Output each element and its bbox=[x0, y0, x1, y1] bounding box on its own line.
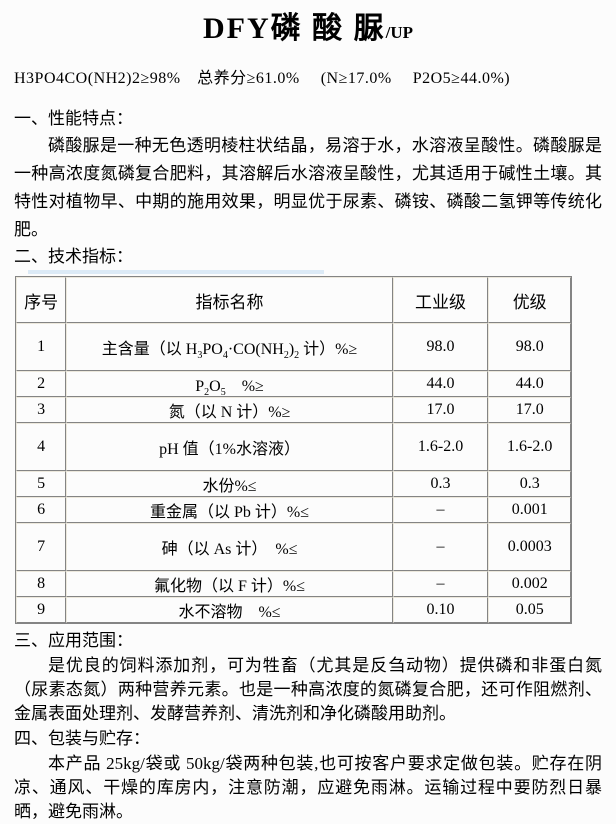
table-row: 3 氮（以 N 计）%≥ 17.0 17.0 bbox=[16, 397, 571, 423]
premium-grade-value: 0.001 bbox=[488, 497, 571, 523]
indicator-name: 砷（以 As 计） %≤ bbox=[66, 523, 393, 571]
title-suffix: /UP bbox=[385, 23, 414, 42]
section-1-heading: 一、性能特点： bbox=[14, 109, 133, 128]
col-header-premium: 优级 bbox=[488, 277, 571, 323]
col-header-industrial: 工业级 bbox=[392, 277, 489, 323]
row-serial-number: 8 bbox=[16, 571, 67, 597]
table-row: 5 水份%≤ 0.3 0.3 bbox=[16, 471, 571, 497]
row-serial-number: 9 bbox=[16, 597, 67, 623]
industrial-grade-value: 0.10 bbox=[392, 597, 489, 623]
industrial-grade-value: – bbox=[392, 571, 489, 597]
row-serial-number: 7 bbox=[16, 523, 67, 571]
indicator-name: 重金属（以 Pb 计）%≤ bbox=[66, 497, 393, 523]
document-page: DFY磷 酸 脲/UP H3PO4CO(NH2)2≥98% 总养分≥61.0% … bbox=[14, 8, 602, 821]
table-row: 2 P2O5 %≥ 44.0 44.0 bbox=[16, 371, 571, 397]
page-title: DFY磷 酸 脲/UP bbox=[14, 8, 602, 54]
table-row: 9 水不溶物 %≤ 0.10 0.05 bbox=[16, 597, 571, 623]
industrial-grade-value: 1.6-2.0 bbox=[392, 423, 489, 471]
premium-grade-value: 0.3 bbox=[488, 471, 571, 497]
indicator-name: 氟化物（以 F 计）%≤ bbox=[66, 571, 393, 597]
table-row: 7 砷（以 As 计） %≤ –0.0003 bbox=[16, 523, 571, 571]
industrial-grade-value: 0.3 bbox=[392, 471, 489, 497]
premium-grade-value: 44.0 bbox=[488, 371, 571, 397]
indicator-name: 水份%≤ bbox=[66, 471, 393, 497]
indicator-name: 主含量（以 H3PO4·CO(NH2)2 计）%≥ bbox=[66, 323, 393, 371]
spec-table: 序号 指标名称 工业级 优级 1 主含量（以 H3PO4·CO(NH2)2 计）%… bbox=[15, 276, 572, 624]
col-header-indicator: 指标名称 bbox=[66, 277, 393, 323]
section-2-heading: 二、技术指标： bbox=[14, 247, 133, 266]
industrial-grade-value: 44.0 bbox=[392, 371, 489, 397]
section-1-body: 磷酸脲是一种无色透明棱柱状结晶，易溶于水，水溶液呈酸性。磷酸脲是一种高浓度氮磷复… bbox=[14, 136, 602, 239]
premium-grade-value: 0.0003 bbox=[488, 523, 571, 571]
table-row: 1 主含量（以 H3PO4·CO(NH2)2 计）%≥ 98.0 98.0 bbox=[16, 323, 571, 371]
spec-table-body: 1 主含量（以 H3PO4·CO(NH2)2 计）%≥ 98.0 98.0 2 P2O5 … bbox=[16, 323, 571, 623]
table-row: 8 氟化物（以 F 计）%≤ –0.002 bbox=[16, 571, 571, 597]
premium-grade-value: 1.6-2.0 bbox=[488, 423, 571, 471]
highlight-artifact bbox=[28, 270, 324, 274]
section-4-body: 本产品 25kg/袋或 50kg/袋两种包装,也可按客户要求定做包装。贮存在阴凉… bbox=[14, 754, 602, 821]
row-serial-number: 6 bbox=[16, 497, 67, 523]
premium-grade-value: 0.002 bbox=[488, 571, 571, 597]
industrial-grade-value: 17.0 bbox=[392, 397, 489, 423]
premium-grade-value: 17.0 bbox=[488, 397, 571, 423]
indicator-name: 氮（以 N 计）%≥ bbox=[66, 397, 393, 423]
section-3-heading: 三、应用范围： bbox=[14, 631, 133, 650]
row-serial-number: 3 bbox=[16, 397, 67, 423]
section-3-body: 是优良的饲料添加剂，可为牲畜（尤其是反刍动物）提供磷和非蛋白氮（尿素态氮）两种营… bbox=[14, 656, 602, 723]
table-row: 6 重金属（以 Pb 计）%≤ –0.001 bbox=[16, 497, 571, 523]
row-serial-number: 5 bbox=[16, 471, 67, 497]
col-header-serial: 序号 bbox=[16, 277, 67, 323]
row-serial-number: 4 bbox=[16, 423, 67, 471]
table-row: 4 pH 值（1%水溶液） 1.6-2.0 1.6-2.0 bbox=[16, 423, 571, 471]
industrial-grade-value: 98.0 bbox=[392, 323, 489, 371]
premium-grade-value: 0.05 bbox=[488, 597, 571, 623]
indicator-name: pH 值（1%水溶液） bbox=[66, 423, 393, 471]
table-header-row: 序号 指标名称 工业级 优级 bbox=[16, 277, 571, 323]
row-serial-number: 1 bbox=[16, 323, 67, 371]
indicator-name: P2O5 %≥ bbox=[66, 371, 393, 397]
industrial-grade-value: – bbox=[392, 523, 489, 571]
row-serial-number: 2 bbox=[16, 371, 67, 397]
formula-line: H3PO4CO(NH2)2≥98% 总养分≥61.0% (N≥17.0% P2O… bbox=[14, 70, 511, 87]
title-main: DFY磷 酸 脲 bbox=[202, 12, 386, 45]
indicator-name: 水不溶物 %≤ bbox=[66, 597, 393, 623]
premium-grade-value: 98.0 bbox=[488, 323, 571, 371]
industrial-grade-value: – bbox=[392, 497, 489, 523]
section-4-heading: 四、包装与贮存： bbox=[14, 729, 150, 748]
